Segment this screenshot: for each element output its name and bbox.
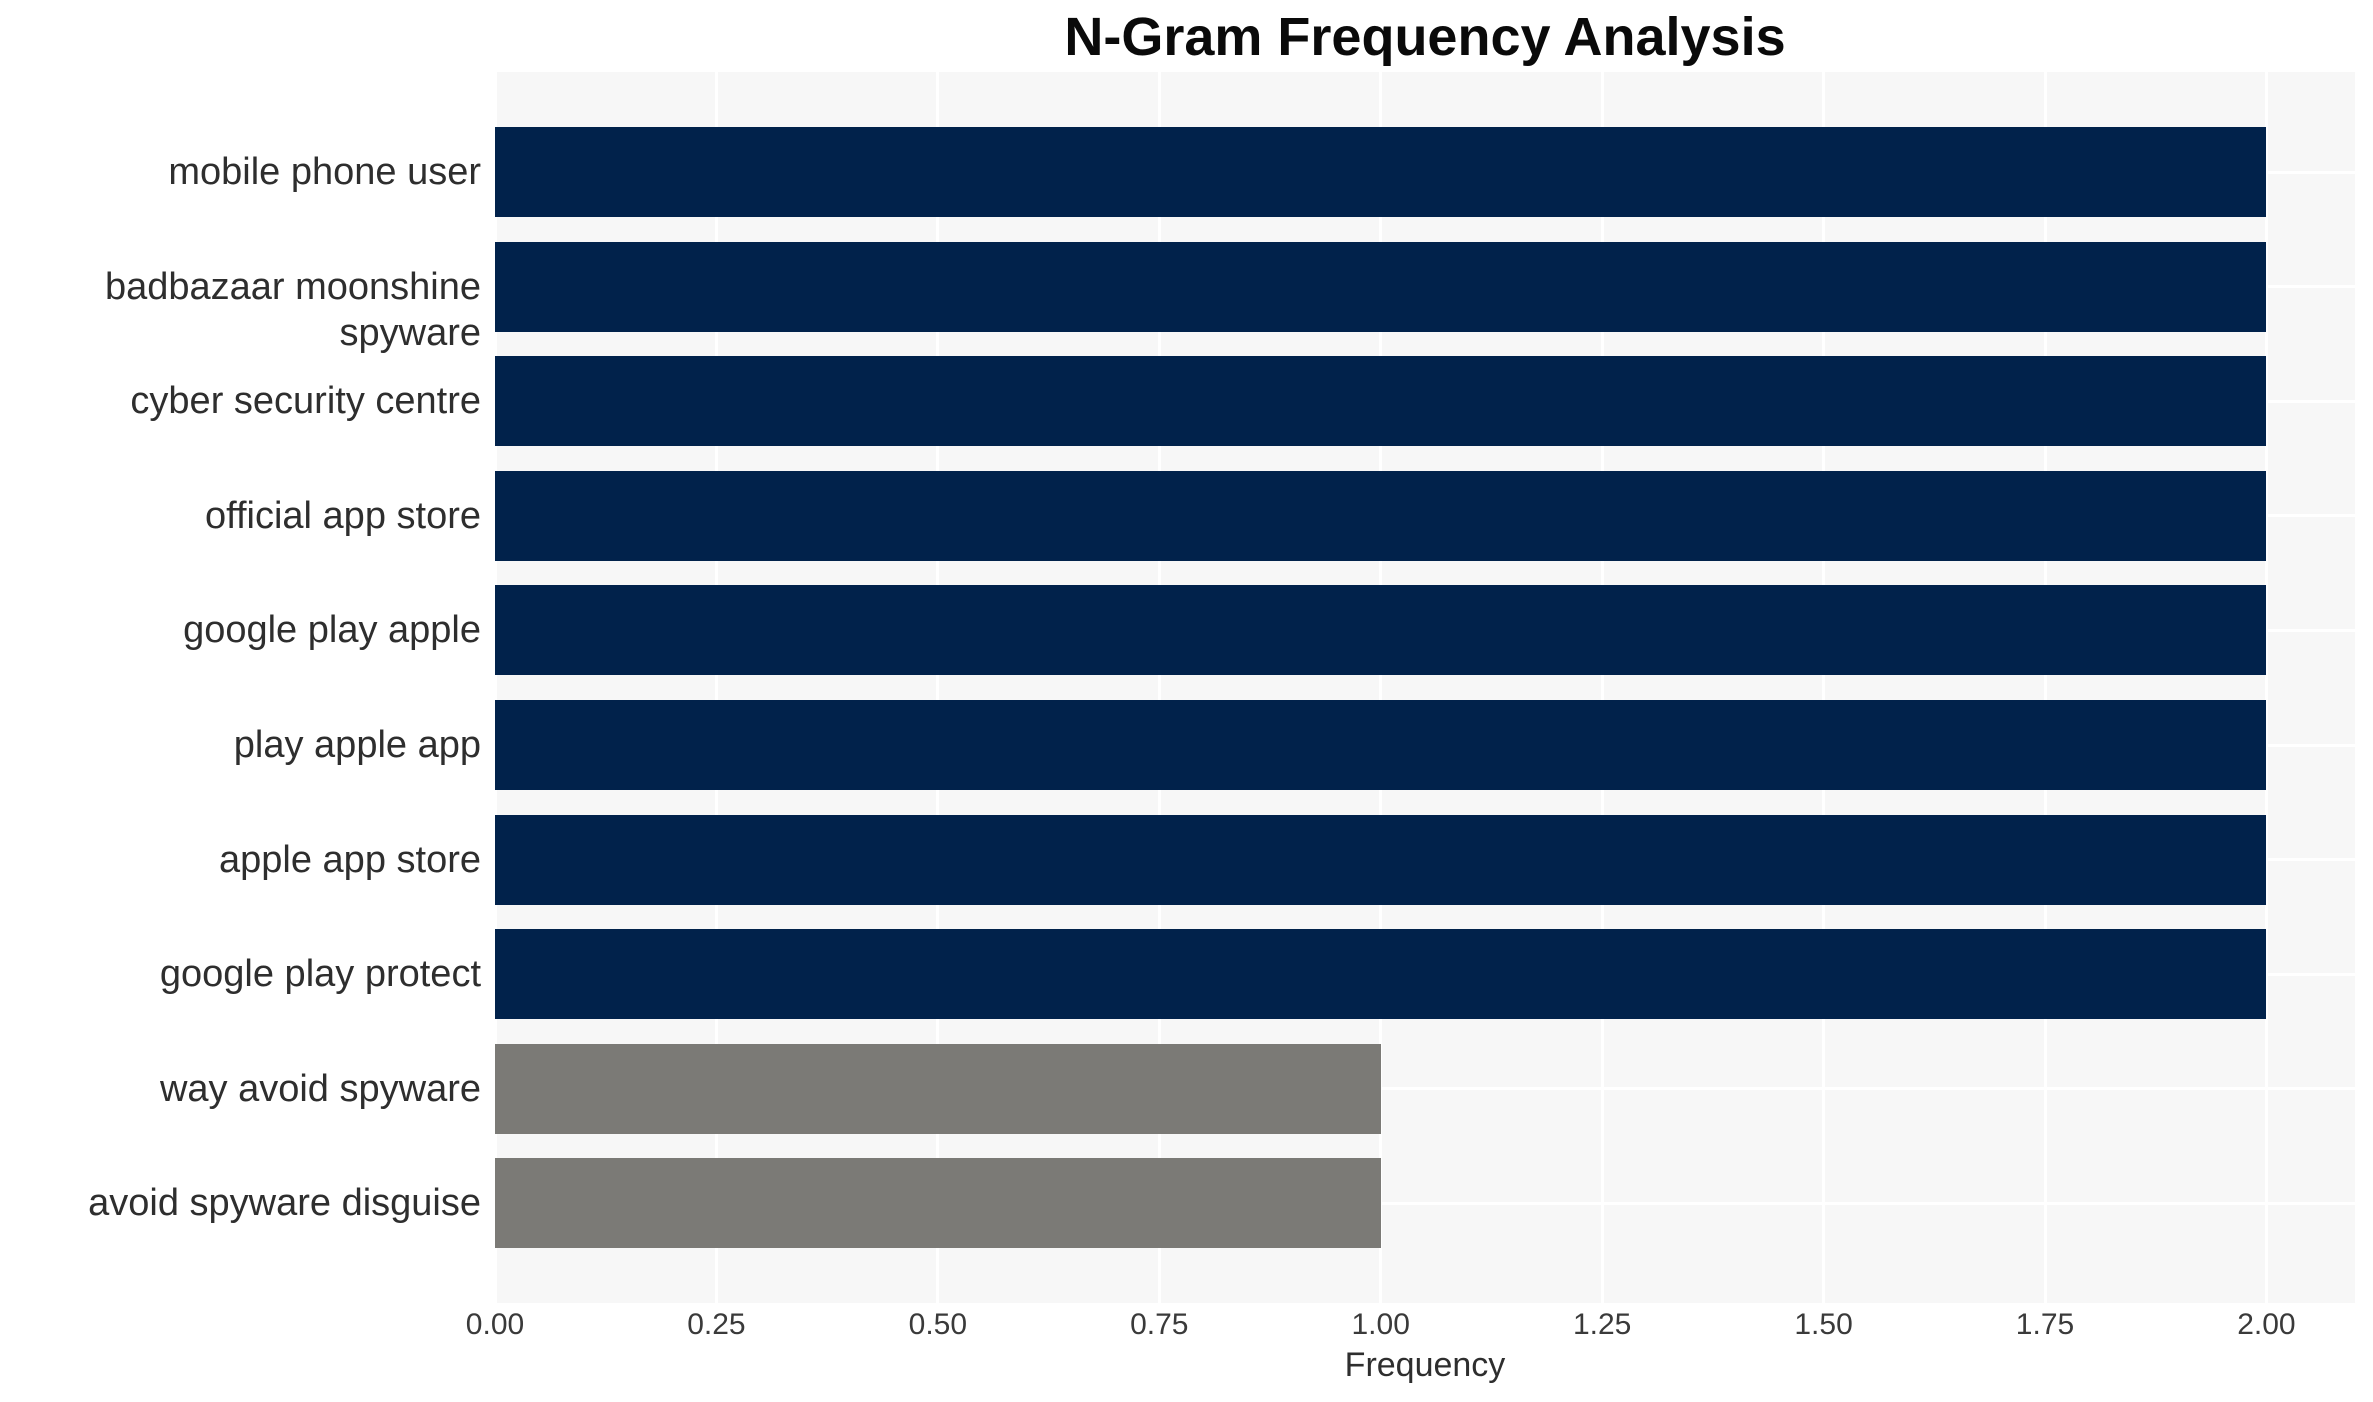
bar — [495, 127, 2267, 217]
x-tick-label: 1.75 — [2015, 1308, 2075, 1341]
y-tick-label: google play apple — [183, 609, 481, 652]
y-tick-label: play apple app — [233, 724, 481, 766]
x-tick-label: 1.00 — [1351, 1308, 1410, 1341]
gridline-vertical — [714, 72, 718, 1303]
x-axis-title: Frequency — [1344, 1346, 1506, 1384]
gridline-vertical — [1600, 72, 1604, 1303]
gridline-vertical — [1157, 72, 1161, 1303]
gridline-vertical — [493, 72, 497, 1303]
x-tick-label: 2.00 — [2237, 1308, 2296, 1341]
bar — [495, 356, 2267, 447]
gridline-vertical — [2043, 72, 2047, 1303]
gridline-vertical — [1822, 72, 1826, 1303]
bar — [495, 1043, 1381, 1134]
gridline-vertical — [2264, 72, 2268, 1303]
bar — [495, 585, 2267, 676]
y-tick-label: badbazaar moonshine spyware — [104, 265, 481, 354]
bar — [495, 241, 2267, 332]
y-tick-label: cyber security centre — [130, 380, 481, 423]
y-tick-label: way avoid spyware — [159, 1067, 481, 1110]
y-tick-label: google play protect — [159, 953, 481, 996]
chart-title: N-Gram Frequency Analysis — [1064, 7, 1786, 67]
x-tick-label: 1.50 — [1794, 1308, 1853, 1341]
bar — [495, 470, 2267, 561]
y-axis-labels: mobile phone user badbazaar moonshine spy… — [0, 0, 495, 1402]
gridline-horizontal — [495, 1087, 2355, 1091]
bar — [495, 1158, 1381, 1249]
x-tick-label: 0.25 — [687, 1308, 746, 1341]
plot-area — [493, 72, 2355, 1303]
y-tick-label: apple app store — [219, 838, 481, 881]
bar — [495, 814, 2267, 905]
y-tick-label: official app store — [204, 494, 481, 537]
bar — [495, 700, 2267, 790]
bar — [495, 929, 2267, 1020]
gridline-horizontal — [495, 1201, 2355, 1205]
x-tick-label: 1.25 — [1572, 1308, 1632, 1341]
gridline-vertical — [1379, 72, 1383, 1303]
y-tick-label: mobile phone user — [168, 151, 481, 193]
gridline-vertical — [936, 72, 940, 1303]
x-tick-label: 0.50 — [908, 1308, 968, 1341]
x-tick-label: 0.75 — [1130, 1308, 1189, 1341]
y-tick-label: avoid spyware disguise — [88, 1182, 481, 1225]
